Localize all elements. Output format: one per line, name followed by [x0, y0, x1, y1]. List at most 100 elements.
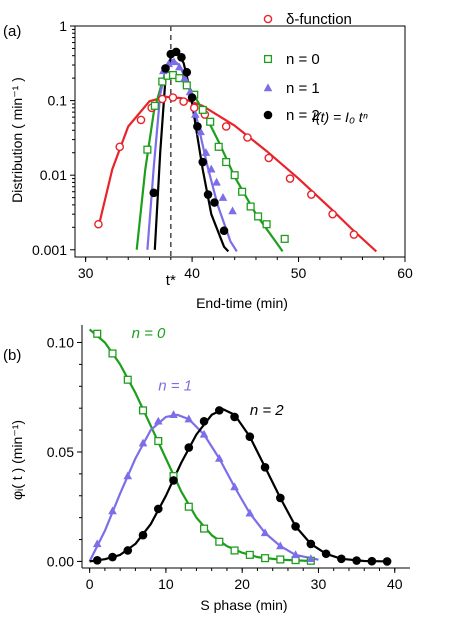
- data-point: [189, 103, 199, 113]
- data-point: [291, 522, 300, 531]
- data-point: [352, 556, 361, 565]
- data-point: [169, 476, 178, 485]
- data-point: [108, 349, 117, 358]
- data-point: [245, 550, 254, 559]
- data-point: [245, 432, 255, 441]
- panel-b-y-axis-label: φᵢ( t ) (min⁻¹): [9, 420, 25, 500]
- x-tick-label: 30: [78, 265, 94, 281]
- data-point: [187, 93, 197, 102]
- data-point: [243, 133, 252, 142]
- panel-b-plot-area: [82, 325, 410, 568]
- data-point: [161, 64, 170, 73]
- panel-b-s-phase-chart: (b) 0 10 20 30 400.000.050.10 n = 0n = 1n = …: [3, 325, 410, 613]
- x-tick-label: 40: [387, 576, 403, 592]
- data-point: [143, 145, 152, 154]
- data-point: [158, 77, 167, 86]
- data-point: [262, 220, 271, 229]
- data-point: [168, 93, 178, 102]
- data-point: [291, 550, 300, 559]
- y-tick-label: 0.05: [47, 444, 74, 460]
- data-point: [285, 174, 295, 183]
- data-point: [215, 453, 224, 462]
- data-point: [230, 171, 239, 180]
- legend-marker: [263, 110, 273, 120]
- y-tick-label: 0.1: [48, 93, 68, 109]
- data-point: [230, 412, 239, 422]
- data-point: [199, 524, 209, 533]
- panel-a-formula: I(t) = I₀ tⁿ: [312, 109, 368, 125]
- data-point: [215, 537, 224, 546]
- data-point: [149, 188, 159, 198]
- panel-b-annotations: n = 0 n = 1 n = 2: [132, 325, 285, 419]
- data-point: [199, 429, 209, 438]
- data-point: [92, 556, 102, 565]
- data-point: [193, 122, 202, 131]
- panel-a-legend: δ-function n = 0 n = 1 n = 2: [263, 11, 352, 124]
- data-point: [367, 556, 377, 566]
- panel-a-distribution-chart: (a) 30 40 50 60 0.001 0.01 0.1 1 End-time (min)…: [3, 11, 413, 311]
- data-point: [201, 148, 211, 156]
- data-point: [221, 122, 231, 131]
- data-point: [198, 157, 208, 167]
- data-point: [196, 127, 205, 136]
- data-point: [154, 436, 163, 446]
- data-point: [260, 462, 270, 472]
- x-tick-label: 20: [234, 576, 250, 592]
- data-point: [349, 230, 359, 239]
- data-point: [306, 554, 316, 563]
- y-tick-label: 0.00: [47, 553, 74, 569]
- data-point: [94, 219, 103, 229]
- data-point: [210, 198, 219, 207]
- panel-a-data-points: [94, 47, 359, 243]
- data-point: [175, 62, 184, 71]
- fit-curve-2: [89, 408, 388, 563]
- y-tick-label: 1: [59, 18, 67, 34]
- panel-a-fit-curves: [97, 51, 378, 253]
- data-point: [138, 406, 148, 415]
- data-point: [215, 406, 224, 415]
- data-point: [199, 417, 209, 426]
- panel-b-axes: 0 10 20 30 40 0.00 0.05 0.10: [47, 325, 410, 592]
- data-point: [212, 177, 221, 186]
- x-tick-label: 60: [397, 265, 413, 281]
- panel-a-y-axis-label: Distribution ( min⁻¹ ): [9, 77, 25, 203]
- data-point: [337, 554, 346, 564]
- data-point: [138, 438, 148, 447]
- panel-a-plot-area: [74, 25, 406, 258]
- series-annotation: n = 0: [132, 325, 166, 342]
- legend-label: δ-function: [286, 11, 352, 28]
- data-point: [153, 504, 163, 514]
- series-annotation: n = 2: [250, 402, 284, 419]
- data-point: [321, 549, 331, 559]
- data-point: [230, 546, 239, 555]
- data-point: [184, 414, 194, 423]
- legend-marker: [263, 83, 273, 92]
- data-point: [177, 53, 186, 62]
- data-point: [238, 187, 247, 196]
- data-point: [276, 493, 285, 503]
- x-tick-label: 50: [291, 265, 307, 281]
- data-point: [138, 530, 148, 540]
- data-point: [123, 375, 132, 384]
- data-point: [206, 164, 216, 173]
- data-point: [150, 101, 159, 110]
- panel-b-data-points: [92, 329, 392, 566]
- y-tick-label: 0.01: [40, 167, 67, 183]
- data-point: [184, 502, 193, 511]
- legend-label: n = 0: [286, 51, 320, 68]
- data-point: [179, 97, 188, 106]
- x-tick-label: 10: [158, 576, 174, 592]
- series-annotation: n = 1: [158, 378, 192, 395]
- panel-b-x-axis-label: S phase (min): [200, 597, 287, 613]
- y-tick-label: 0.001: [32, 242, 67, 258]
- data-point: [198, 105, 207, 114]
- data-point: [214, 142, 223, 151]
- data-point: [254, 212, 263, 221]
- data-point: [203, 190, 213, 199]
- data-point: [219, 226, 229, 236]
- data-point: [261, 554, 270, 563]
- data-point: [222, 157, 231, 167]
- panel-b-label: (b): [3, 347, 21, 364]
- legend-marker: [263, 14, 273, 24]
- data-point: [92, 539, 102, 548]
